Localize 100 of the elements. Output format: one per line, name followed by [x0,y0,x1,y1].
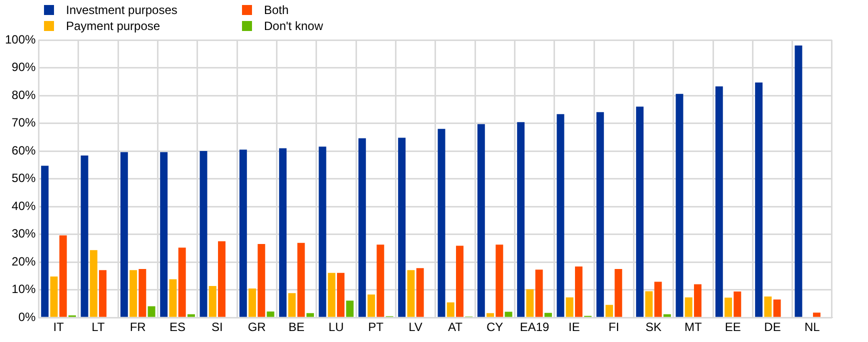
bar [764,296,772,317]
y-tick-label: 60% [12,143,36,158]
x-tick-label: LU [328,320,344,334]
x-tick-label: DE [764,320,781,334]
x-tick-label: SK [646,320,662,334]
y-tick-label: 80% [12,88,36,102]
bar [138,269,146,317]
bar [407,270,415,317]
bar [496,244,504,317]
bar [328,272,336,317]
x-tick-label: FR [130,320,146,334]
legend-label: Both [264,3,289,17]
bar [812,312,820,317]
bar [169,279,177,317]
x-tick-label: EA19 [520,320,550,334]
y-tick-label: 70% [12,116,36,130]
y-tick-label: 40% [12,198,36,213]
bar [208,286,216,317]
x-tick-label: NL [804,320,820,334]
bar [734,292,742,317]
bar [556,114,564,317]
x-tick-label: ES [170,320,186,334]
bar [654,282,662,317]
bar [566,297,574,317]
x-tick-label: MT [684,320,703,334]
bar [773,300,781,317]
bar [288,293,296,317]
bar [80,155,88,317]
bar [239,150,247,317]
bar [187,314,195,317]
bar [663,314,671,317]
y-tick-label: 20% [12,254,36,268]
x-tick-label: IT [53,320,65,334]
y-tick-label: 0% [18,310,36,324]
x-tick-label: AT [448,320,464,334]
bar [724,298,732,317]
bar [684,297,692,317]
bar [574,266,582,317]
x-tick-label: IE [568,320,580,334]
bar [337,272,344,317]
bar [486,313,494,317]
x-tick-label: SI [212,320,223,334]
x-tick-label: EE [724,320,741,334]
bar [398,138,406,317]
bar [368,294,376,317]
bar [376,244,384,317]
bar [318,146,326,317]
bar [358,138,366,317]
y-tick-label: 10% [12,282,36,296]
bar [130,270,138,317]
bar [504,312,512,317]
bar [438,128,446,317]
bar [50,276,58,317]
bar [755,82,763,317]
bar [346,300,354,317]
bar [218,241,226,317]
bar [596,112,604,317]
bar [160,152,168,317]
x-tick-label: LV [408,320,422,334]
bar [266,311,274,317]
y-tick-label: 50% [12,171,36,186]
bar [178,248,186,317]
y-tick-label: 30% [12,226,36,241]
y-tick-label: 90% [12,60,36,74]
bar [645,291,653,317]
bar [59,235,67,317]
y-tick-label: 100% [4,32,36,46]
bar [477,124,485,317]
legend-label: Investment purposes [66,3,178,17]
bar [279,148,287,317]
legend-label: Don't know [264,19,323,33]
bar [120,152,128,317]
bar [456,246,464,317]
bar [676,94,684,317]
bar [258,244,266,317]
bar [248,288,256,317]
bar [148,306,156,317]
bar [544,312,552,317]
bar [636,106,644,317]
x-tick-label: FI [608,320,620,334]
bar [694,284,702,317]
bar [306,313,314,317]
bar [794,46,802,317]
x-tick-label: BE [288,320,305,334]
bar [200,151,208,317]
x-tick-label: LT [92,320,106,334]
bar [517,122,525,317]
bar [41,166,49,317]
bar [90,250,98,317]
x-tick-label: PT [368,320,384,334]
bar [446,302,454,317]
bar [526,289,534,317]
x-tick-label: CY [486,320,504,334]
legend-label: Payment purpose [66,19,160,33]
bar [715,86,723,317]
bar [614,269,622,317]
bar [99,270,106,317]
x-tick-label: GR [248,320,266,334]
bar [297,242,305,317]
bar [416,268,424,317]
